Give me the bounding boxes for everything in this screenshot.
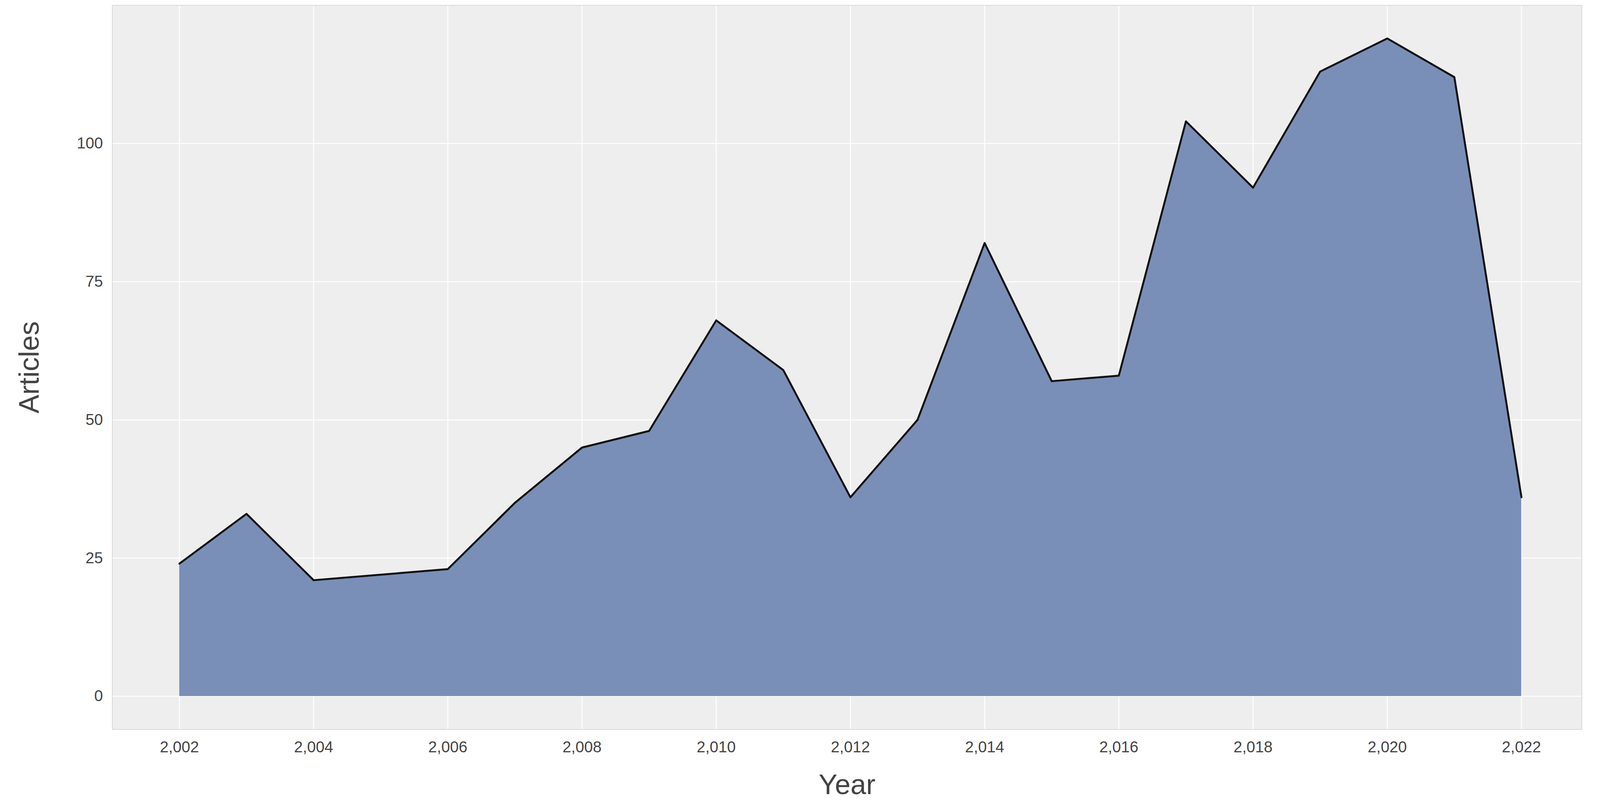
svg-text:2,002: 2,002 [159,738,199,756]
svg-text:2,018: 2,018 [1233,738,1273,756]
svg-text:2,012: 2,012 [830,738,870,756]
svg-text:50: 50 [85,410,104,429]
svg-text:2,004: 2,004 [294,738,334,756]
svg-text:2,014: 2,014 [965,738,1005,756]
svg-text:0: 0 [94,687,103,705]
svg-text:100: 100 [76,134,104,152]
svg-text:2,010: 2,010 [696,738,736,756]
svg-text:25: 25 [85,549,104,567]
svg-text:75: 75 [85,272,104,290]
svg-text:2,016: 2,016 [1099,738,1139,756]
svg-text:2,020: 2,020 [1367,738,1407,756]
svg-text:Year: Year [818,768,876,800]
svg-text:Articles: Articles [13,321,45,414]
svg-text:2,008: 2,008 [562,738,602,756]
svg-text:2,006: 2,006 [428,738,468,756]
svg-text:2,022: 2,022 [1501,738,1542,756]
